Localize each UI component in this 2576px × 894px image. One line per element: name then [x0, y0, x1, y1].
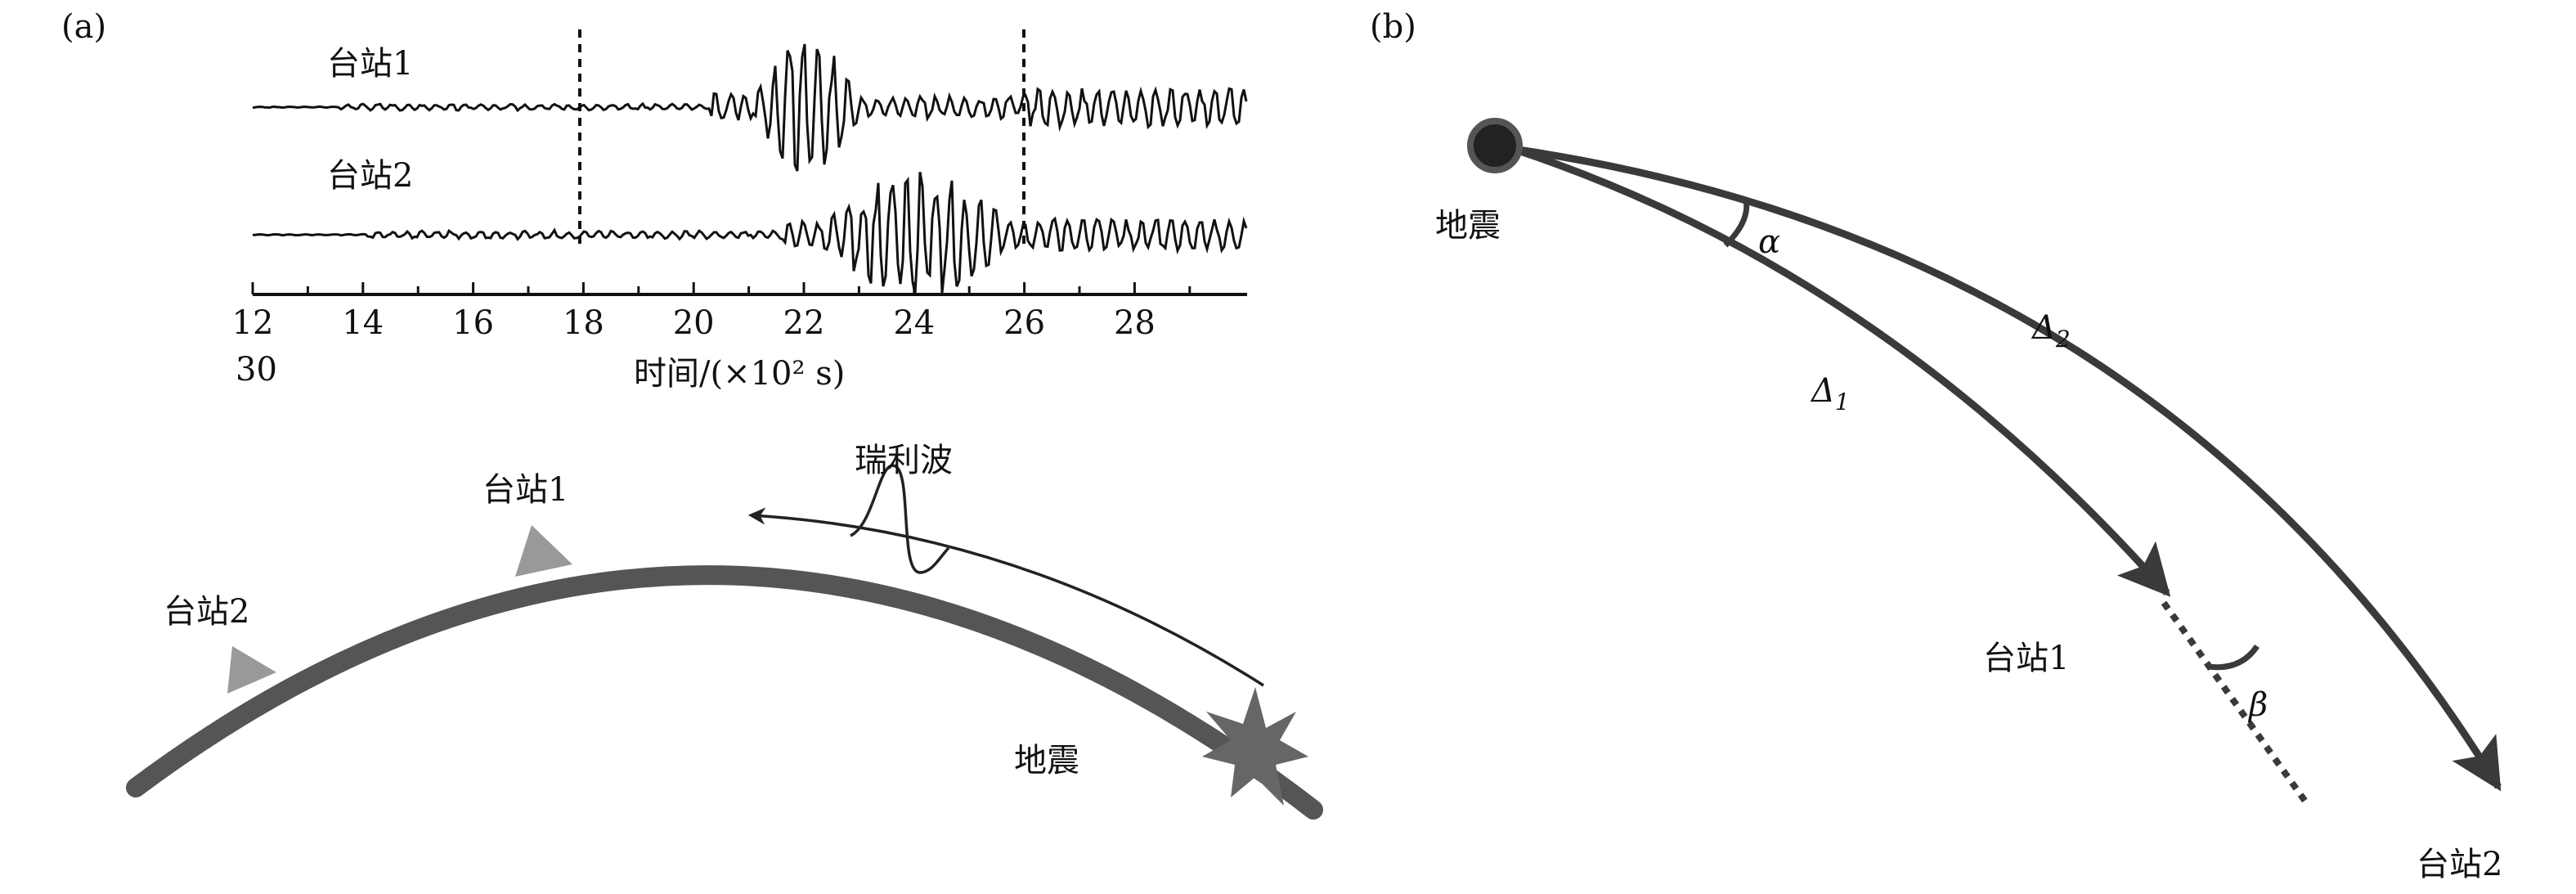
station-marker — [515, 525, 572, 577]
quake-label: 地震 — [1435, 207, 1501, 245]
angle-arc — [1723, 200, 1750, 248]
tick-label: 12 — [232, 304, 274, 342]
delta-sub: 2 — [2055, 326, 2071, 353]
delta1-label: Δ1 — [1810, 372, 1850, 416]
delta-symbol: Δ — [2031, 309, 2056, 347]
angle-arc — [2207, 644, 2260, 671]
seismogram — [252, 43, 1248, 172]
extension-line — [2161, 600, 2311, 807]
station-label: 台站1 — [482, 471, 568, 509]
station-label: 台站2 — [2417, 846, 2502, 883]
panel-label: (b) — [1370, 8, 1416, 46]
tick-label: 18 — [563, 304, 604, 342]
seismogram — [253, 172, 1248, 294]
beta-label: β — [2247, 686, 2268, 724]
station-label: 台站2 — [164, 593, 249, 631]
axis-title: 时间/(×10² s) — [634, 355, 845, 393]
tick-label: 20 — [673, 304, 715, 342]
path-delta1 — [1511, 145, 2171, 597]
earth-surface — [126, 565, 1323, 820]
axis-ticks: 12 14 16 18 20 22 24 26 28 — [232, 282, 1192, 342]
epicenter — [1467, 118, 1523, 173]
axis-end-label: 30 — [236, 351, 277, 389]
alpha-label: α — [1758, 223, 1780, 261]
tick-label: 26 — [1003, 304, 1045, 342]
tick-label: 14 — [342, 304, 384, 342]
wave-symbol — [850, 464, 950, 574]
tick-label: 22 — [783, 304, 825, 342]
path-delta2 — [1512, 145, 2502, 792]
seismograms — [252, 43, 1248, 294]
station-marker — [227, 646, 276, 694]
tick-label: 16 — [452, 304, 494, 342]
delta2-label: Δ2 — [2031, 309, 2071, 353]
delta-sub: 1 — [1835, 389, 1850, 416]
panel-label: (a) — [61, 8, 106, 46]
wave-label: 瑞利波 — [855, 442, 953, 479]
trace-label: 台站2 — [327, 157, 413, 195]
station-label: 台站1 — [1983, 640, 2069, 677]
trace-label: 台站1 — [327, 45, 413, 83]
tick-label: 24 — [893, 304, 935, 342]
wave-path — [747, 507, 1264, 687]
tick-label: 28 — [1114, 304, 1156, 342]
quake-burst — [1202, 687, 1308, 806]
quake-label: 地震 — [1014, 742, 1079, 779]
delta-symbol: Δ — [1810, 372, 1835, 410]
